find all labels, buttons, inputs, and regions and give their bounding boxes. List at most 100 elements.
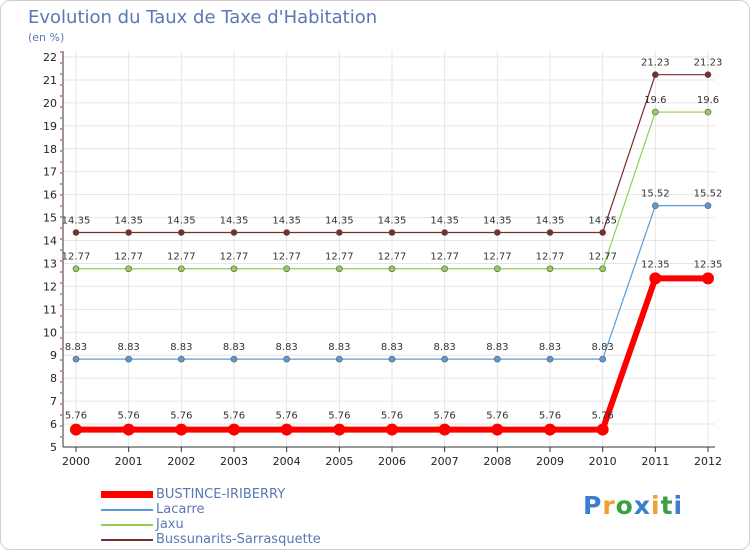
legend-label: Bussunarits-Sarrasquette [156,532,321,547]
logo-letter: t [660,491,674,520]
data-label-bussunarits-sarrasquette: 21.23 [641,58,670,69]
data-point-bussunarits-sarrasquette [283,229,290,236]
data-point-lacarre [283,355,290,363]
data-point-bussunarits-sarrasquette [494,229,501,236]
data-label-bussunarits-sarrasquette: 14.35 [272,216,301,227]
legend-item-bussunarits-sarrasquette: Bussunarits-Sarrasquette [101,532,321,547]
data-point-jaxu [652,108,659,116]
data-label-bussunarits-sarrasquette: 14.35 [220,216,249,227]
x-tick-label: 2002 [167,455,195,468]
legend-label: Lacarre [156,502,205,517]
data-label-bustince-iriberry: 5.76 [486,411,508,422]
data-label-jaxu: 12.77 [272,252,301,263]
data-label-bussunarits-sarrasquette: 14.35 [536,216,565,227]
x-tick-label: 2003 [220,455,248,468]
data-label-lacarre: 15.52 [694,189,723,200]
data-label-lacarre: 8.83 [223,342,245,353]
data-point-bustince-iriberry [702,272,714,285]
data-label-lacarre: 8.83 [592,342,614,353]
data-label-bustince-iriberry: 5.76 [276,411,298,422]
data-point-lacarre [230,355,238,363]
data-point-bustince-iriberry [386,423,398,436]
data-label-lacarre: 8.83 [381,342,403,353]
data-point-bussunarits-sarrasquette [72,229,80,236]
data-point-lacarre [178,355,185,363]
data-label-lacarre: 8.83 [539,342,561,353]
data-label-bustince-iriberry: 12.35 [694,259,723,270]
data-point-lacarre [388,355,396,363]
data-label-jaxu: 12.77 [430,252,459,263]
data-point-bussunarits-sarrasquette [178,229,185,236]
data-label-bustince-iriberry: 5.76 [118,411,140,422]
x-tick-label: 2011 [641,455,669,468]
data-label-bussunarits-sarrasquette: 14.35 [325,216,354,227]
data-point-jaxu [178,265,185,273]
data-point-jaxu [283,265,290,273]
data-label-bustince-iriberry: 5.76 [65,411,87,422]
x-tick-label: 2000 [62,455,90,468]
data-label-bustince-iriberry: 5.76 [592,411,614,422]
logo-letter: x [633,491,651,520]
data-point-jaxu [599,265,606,273]
y-tick-label: 7 [50,395,57,408]
data-point-bustince-iriberry [596,423,609,436]
data-point-lacarre [125,355,132,363]
chart-legend: BUSTINCE-IRIBERRY Lacarre Jaxu Bussunarits-… [101,487,321,547]
data-point-jaxu [441,265,448,273]
data-label-bussunarits-sarrasquette: 14.35 [167,216,196,227]
data-label-lacarre: 15.52 [641,189,670,200]
data-point-lacarre [494,355,501,363]
data-label-lacarre: 8.83 [65,342,87,353]
x-tick-label: 2008 [483,455,511,468]
logo-letter: o [615,491,634,520]
data-label-jaxu: 12.77 [536,252,565,263]
x-tick-label: 2005 [325,455,353,468]
data-label-jaxu: 12.77 [62,252,91,263]
data-point-jaxu [72,265,80,273]
y-tick-label: 17 [43,166,57,179]
x-tick-label: 2009 [536,455,564,468]
legend-swatch [101,523,153,526]
data-point-jaxu [336,265,343,273]
data-point-lacarre [336,355,343,363]
data-point-lacarre [704,202,712,209]
y-tick-label: 5 [50,441,57,454]
data-point-lacarre [546,355,554,363]
data-label-jaxu: 12.77 [167,252,196,263]
legend-item-jaxu: Jaxu [101,517,321,532]
data-point-jaxu [230,265,238,273]
logo-letter: i [673,491,684,520]
legend-item-lacarre: Lacarre [101,502,321,517]
data-point-bussunarits-sarrasquette [652,71,659,78]
data-label-lacarre: 8.83 [486,342,508,353]
data-point-bustince-iriberry [438,423,451,436]
data-point-bustince-iriberry [544,423,556,436]
logo-letter: P [583,491,603,520]
data-point-bustince-iriberry [228,423,240,436]
y-tick-label: 11 [43,303,57,316]
data-label-bussunarits-sarrasquette: 14.35 [430,216,459,227]
data-point-lacarre [599,355,606,363]
data-label-jaxu: 12.77 [378,252,407,263]
chart-title: Evolution du Taux de Taxe d'Habitation [28,7,378,28]
data-label-jaxu: 12.77 [483,252,512,263]
data-point-bustince-iriberry [175,423,188,436]
data-label-bussunarits-sarrasquette: 14.35 [588,216,617,227]
y-tick-label: 20 [43,97,57,110]
y-tick-label: 10 [43,326,57,339]
data-point-bustince-iriberry [280,423,293,436]
data-label-lacarre: 8.83 [328,342,350,353]
data-label-bussunarits-sarrasquette: 14.35 [114,216,143,227]
data-label-jaxu: 19.6 [644,95,666,106]
data-label-lacarre: 8.83 [170,342,192,353]
data-label-jaxu: 12.77 [325,252,354,263]
legend-label: Jaxu [156,517,184,532]
data-point-bussunarits-sarrasquette [441,229,448,236]
y-tick-label: 22 [43,51,57,64]
x-tick-label: 2001 [115,455,143,468]
data-label-bussunarits-sarrasquette: 14.35 [483,216,512,227]
data-label-jaxu: 12.77 [114,252,143,263]
data-point-bustince-iriberry [649,272,662,285]
proxiti-logo: Proxiti [583,491,683,520]
